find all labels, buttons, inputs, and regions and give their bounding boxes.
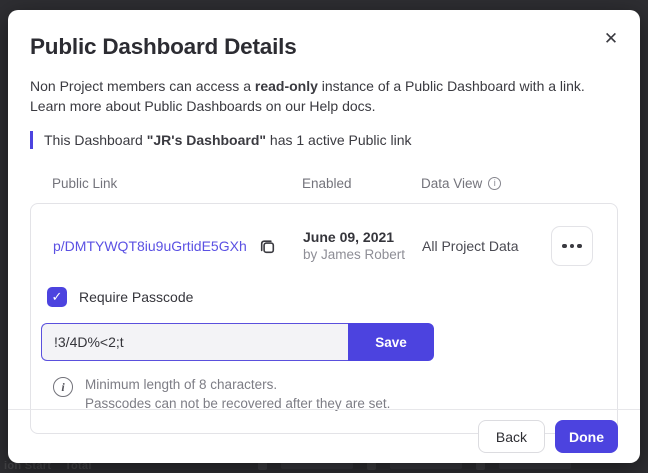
ellipsis-icon [577, 243, 582, 249]
legend-label-blur [499, 462, 571, 469]
column-header-data-view: Data View i [421, 176, 594, 191]
require-passcode-label: Require Passcode [79, 289, 194, 305]
public-link-cell: p/DMTYWQT8iu9uGrtidE5GXh [53, 237, 303, 255]
done-button[interactable]: Done [555, 420, 618, 453]
data-view-header-label: Data View [421, 176, 483, 191]
copy-icon[interactable] [259, 237, 277, 255]
legend-label-blur [281, 462, 353, 469]
intro-pre: Non Project members can access a [30, 78, 255, 94]
public-link[interactable]: p/DMTYWQT8iu9uGrtidE5GXh [53, 238, 247, 254]
info-icon: i [53, 377, 73, 397]
enabled-cell: June 09, 2021 by James Robert [303, 229, 422, 263]
intro-line2: Learn more about Public Dashboards on ou… [30, 97, 376, 114]
enabled-date: June 09, 2021 [303, 229, 395, 245]
data-view-value: All Project Data [422, 238, 519, 254]
table-row: p/DMTYWQT8iu9uGrtidE5GXh June 09, 2021 b… [53, 226, 593, 266]
modal-title: Public Dashboard Details [30, 34, 297, 59]
ellipsis-icon [562, 243, 567, 249]
dashboard-callout: This Dashboard "JR's Dashboard" has 1 ac… [30, 131, 618, 149]
more-options-button[interactable] [551, 226, 593, 266]
save-button[interactable]: Save [348, 323, 434, 361]
column-header-public-link: Public Link [52, 176, 302, 191]
public-dashboard-details-modal: ✕ Public Dashboard Details Non Project m… [8, 10, 640, 463]
back-button[interactable]: Back [477, 420, 545, 453]
modal-footer: Back Done [8, 409, 640, 463]
public-link-card: p/DMTYWQT8iu9uGrtidE5GXh June 09, 2021 b… [30, 203, 618, 434]
public-link-header-label: Public Link [52, 176, 118, 191]
backdrop-chart-legend-fragment [258, 461, 571, 470]
passcode-input-group: Save [41, 323, 434, 361]
intro-text: Non Project members can access a read-on… [30, 77, 590, 116]
data-view-cell: All Project Data [422, 226, 593, 266]
intro-post: instance of a Public Dashboard with a li… [317, 78, 585, 94]
enabled-by: by James Robert [303, 247, 406, 262]
callout-dashboard-name: "JR's Dashboard" [146, 132, 267, 148]
passcode-input[interactable] [41, 323, 348, 361]
close-icon[interactable]: ✕ [598, 26, 624, 52]
table-header-row: Public Link Enabled Data View i [30, 176, 618, 191]
require-passcode-checkbox[interactable]: ✓ [47, 287, 67, 307]
legend-label-blur [390, 462, 462, 469]
passcode-note: i Minimum length of 8 characters. Passco… [53, 376, 593, 413]
intro-bold: read-only [254, 78, 318, 94]
legend-swatch [476, 461, 485, 470]
note-line2: Passcodes can not be recovered after the… [85, 395, 391, 411]
passcode-note-text: Minimum length of 8 characters. Passcode… [85, 376, 390, 413]
enabled-header-label: Enabled [302, 176, 352, 191]
legend-swatch [258, 461, 267, 470]
data-view-info-icon[interactable]: i [488, 177, 502, 190]
callout-pre: This Dashboard [44, 132, 147, 148]
backdrop-text-fragment: ion Start Total [4, 460, 92, 472]
require-passcode-row: ✓ Require Passcode [47, 287, 593, 307]
ellipsis-icon [569, 243, 575, 249]
callout-post: has 1 active Public link [266, 132, 412, 148]
column-header-enabled: Enabled [302, 176, 421, 191]
legend-swatch [367, 461, 376, 470]
note-line1: Minimum length of 8 characters. [85, 377, 278, 392]
